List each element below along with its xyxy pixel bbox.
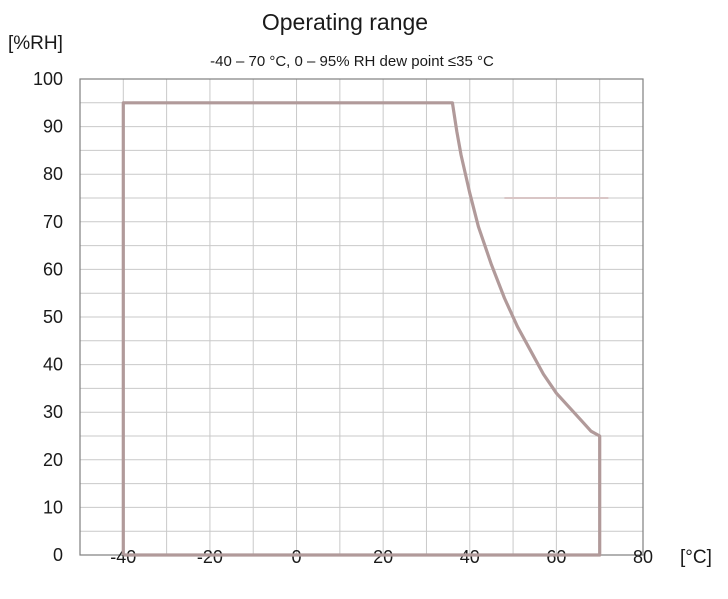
y-tick-label: 10 <box>43 497 63 517</box>
y-tick-label: 80 <box>43 164 63 184</box>
y-tick-label: 40 <box>43 355 63 375</box>
x-tick-label: 80 <box>633 547 653 567</box>
y-tick-label: 20 <box>43 450 63 470</box>
y-tick-label: 90 <box>43 117 63 137</box>
y-tick-label: 30 <box>43 402 63 422</box>
y-axis-unit-label: [%RH] <box>8 33 63 54</box>
x-tick-label: 40 <box>460 547 480 567</box>
y-tick-label: 50 <box>43 307 63 327</box>
y-tick-label: 100 <box>33 69 63 89</box>
x-tick-label: 20 <box>373 547 393 567</box>
y-tick-label: 0 <box>53 545 63 565</box>
x-tick-label: 0 <box>292 547 302 567</box>
grid-lines <box>79 78 644 556</box>
x-axis-unit-label: [°C] <box>680 547 712 568</box>
chart-title: Operating range <box>262 9 428 35</box>
y-tick-label: 60 <box>43 259 63 279</box>
tick-labels: 0 10 20 30 40 50 60 70 80 90 100 -40 -20 0 20 40 60 80 <box>33 69 653 567</box>
operating-range-boundary <box>121 101 602 557</box>
x-tick-label: 60 <box>546 547 566 567</box>
x-tick-label: -40 <box>110 547 136 567</box>
y-tick-label: 70 <box>43 212 63 232</box>
chart-subtitle: -40 – 70 °C, 0 – 95% RH dew point ≤35 °C <box>210 53 494 70</box>
data-marks <box>121 101 609 557</box>
x-tick-label: -20 <box>197 547 223 567</box>
